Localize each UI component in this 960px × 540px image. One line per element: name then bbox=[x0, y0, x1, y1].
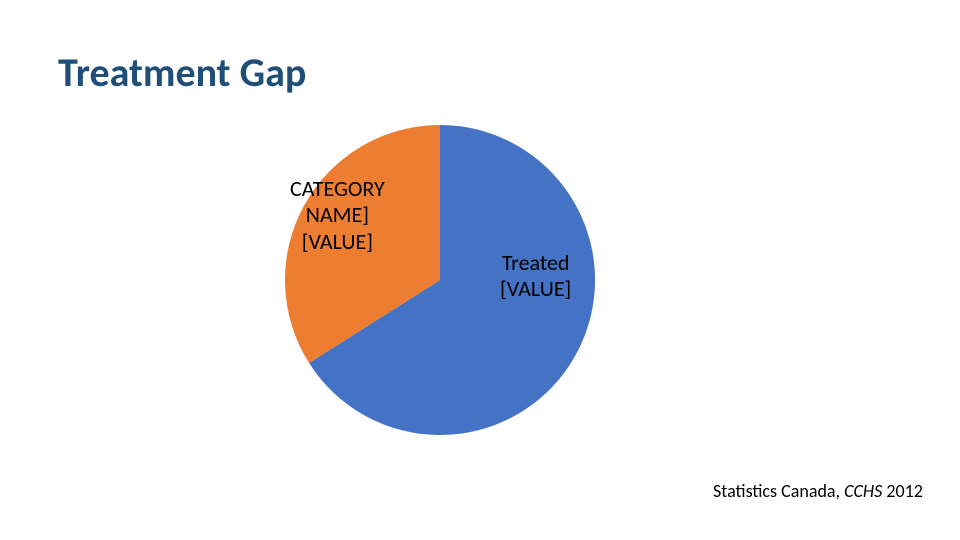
citation-suffix: 2012 bbox=[886, 480, 923, 502]
citation-text: Statistics Canada, CCHS 2012 bbox=[713, 480, 923, 502]
citation-italic: CCHS bbox=[844, 480, 886, 502]
slide-title: Treatment Gap bbox=[58, 48, 306, 97]
citation-prefix: Statistics Canada, bbox=[713, 480, 844, 502]
slice-label-left: CATEGORY NAME] [VALUE] bbox=[290, 176, 385, 255]
slice-label-right: Treated [VALUE] bbox=[500, 250, 571, 303]
